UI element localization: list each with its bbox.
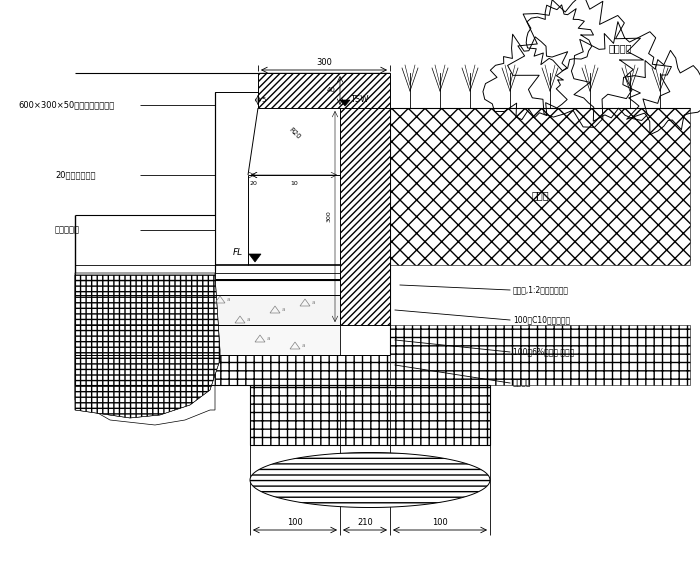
Text: a: a xyxy=(302,343,305,348)
Bar xyxy=(215,280,340,295)
Bar xyxy=(250,385,490,445)
Text: R20: R20 xyxy=(288,126,302,140)
Text: 600×300×50厉光面度质花岗岩: 600×300×50厉光面度质花岗岩 xyxy=(18,100,114,109)
Text: 40: 40 xyxy=(327,88,336,93)
Text: 20厘粘面层锦石: 20厘粘面层锦石 xyxy=(55,171,95,179)
Text: TSW: TSW xyxy=(350,96,368,104)
Bar xyxy=(75,215,215,265)
Bar xyxy=(215,355,390,385)
Text: 100厚C10混凝土垫层: 100厚C10混凝土垫层 xyxy=(513,316,570,324)
Bar xyxy=(390,325,690,385)
Text: 碱贴砖,1:2水泥沙浆贴砖: 碱贴砖,1:2水泥沙浆贴砖 xyxy=(513,285,569,295)
Text: 100: 100 xyxy=(287,518,303,527)
Text: 种植土: 种植土 xyxy=(531,190,549,200)
Bar xyxy=(340,108,390,325)
Text: 210: 210 xyxy=(357,518,373,527)
Bar xyxy=(215,279,340,281)
Text: 5: 5 xyxy=(261,97,265,103)
Text: 20: 20 xyxy=(249,181,257,186)
Text: a: a xyxy=(227,297,230,302)
Text: a: a xyxy=(267,336,270,341)
Text: 10: 10 xyxy=(290,181,298,186)
Text: a: a xyxy=(312,300,316,305)
Text: 指定防水层: 指定防水层 xyxy=(55,226,80,234)
Bar xyxy=(215,295,340,325)
Text: a: a xyxy=(282,307,286,312)
Text: 素土密实: 素土密实 xyxy=(513,379,531,387)
Bar xyxy=(258,73,390,108)
Text: 指定植物: 指定植物 xyxy=(608,43,631,53)
Text: 100厚6%水泥石 凷实层: 100厚6%水泥石 凷实层 xyxy=(513,347,574,356)
Polygon shape xyxy=(250,453,490,508)
Polygon shape xyxy=(390,108,690,265)
Polygon shape xyxy=(75,273,215,355)
Bar xyxy=(250,385,490,445)
Bar xyxy=(215,325,340,355)
Text: a: a xyxy=(247,317,251,322)
Polygon shape xyxy=(249,254,261,262)
Polygon shape xyxy=(75,273,215,425)
Text: 300: 300 xyxy=(316,58,332,67)
Text: 100: 100 xyxy=(432,518,448,527)
Text: 300: 300 xyxy=(327,211,332,222)
Text: FL: FL xyxy=(233,248,243,257)
Polygon shape xyxy=(75,275,220,418)
Polygon shape xyxy=(340,100,350,106)
